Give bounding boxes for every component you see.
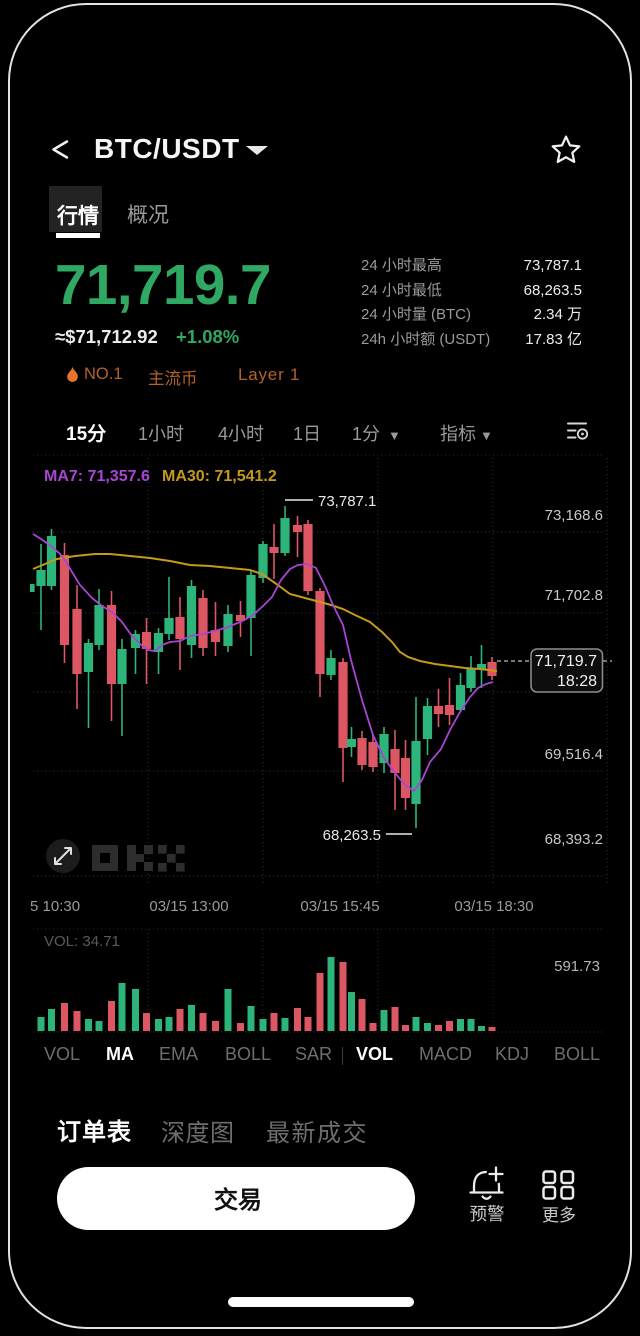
svg-text:MA30: 71,541.2: MA30: 71,541.2 xyxy=(162,468,277,485)
svg-text:03/15 18:30: 03/15 18:30 xyxy=(454,898,533,915)
svg-text:71,702.8: 71,702.8 xyxy=(545,587,603,604)
svg-text:MA7: 71,357.6: MA7: 71,357.6 xyxy=(44,468,150,485)
svg-text:VOL: 34.71: VOL: 34.71 xyxy=(44,933,120,950)
svg-text:71,719.7: 71,719.7 xyxy=(535,653,597,670)
svg-text:5 10:30: 5 10:30 xyxy=(30,898,80,915)
svg-text:03/15 13:00: 03/15 13:00 xyxy=(149,898,228,915)
svg-text:591.73: 591.73 xyxy=(554,958,600,975)
svg-text:03/15 15:45: 03/15 15:45 xyxy=(300,898,379,915)
svg-text:73,787.1: 73,787.1 xyxy=(318,493,376,510)
svg-text:68,263.5: 68,263.5 xyxy=(323,827,381,844)
svg-text:73,168.6: 73,168.6 xyxy=(545,507,603,524)
svg-text:69,516.4: 69,516.4 xyxy=(545,746,603,763)
svg-text:68,393.2: 68,393.2 xyxy=(545,831,603,848)
svg-text:18:28: 18:28 xyxy=(557,673,597,690)
